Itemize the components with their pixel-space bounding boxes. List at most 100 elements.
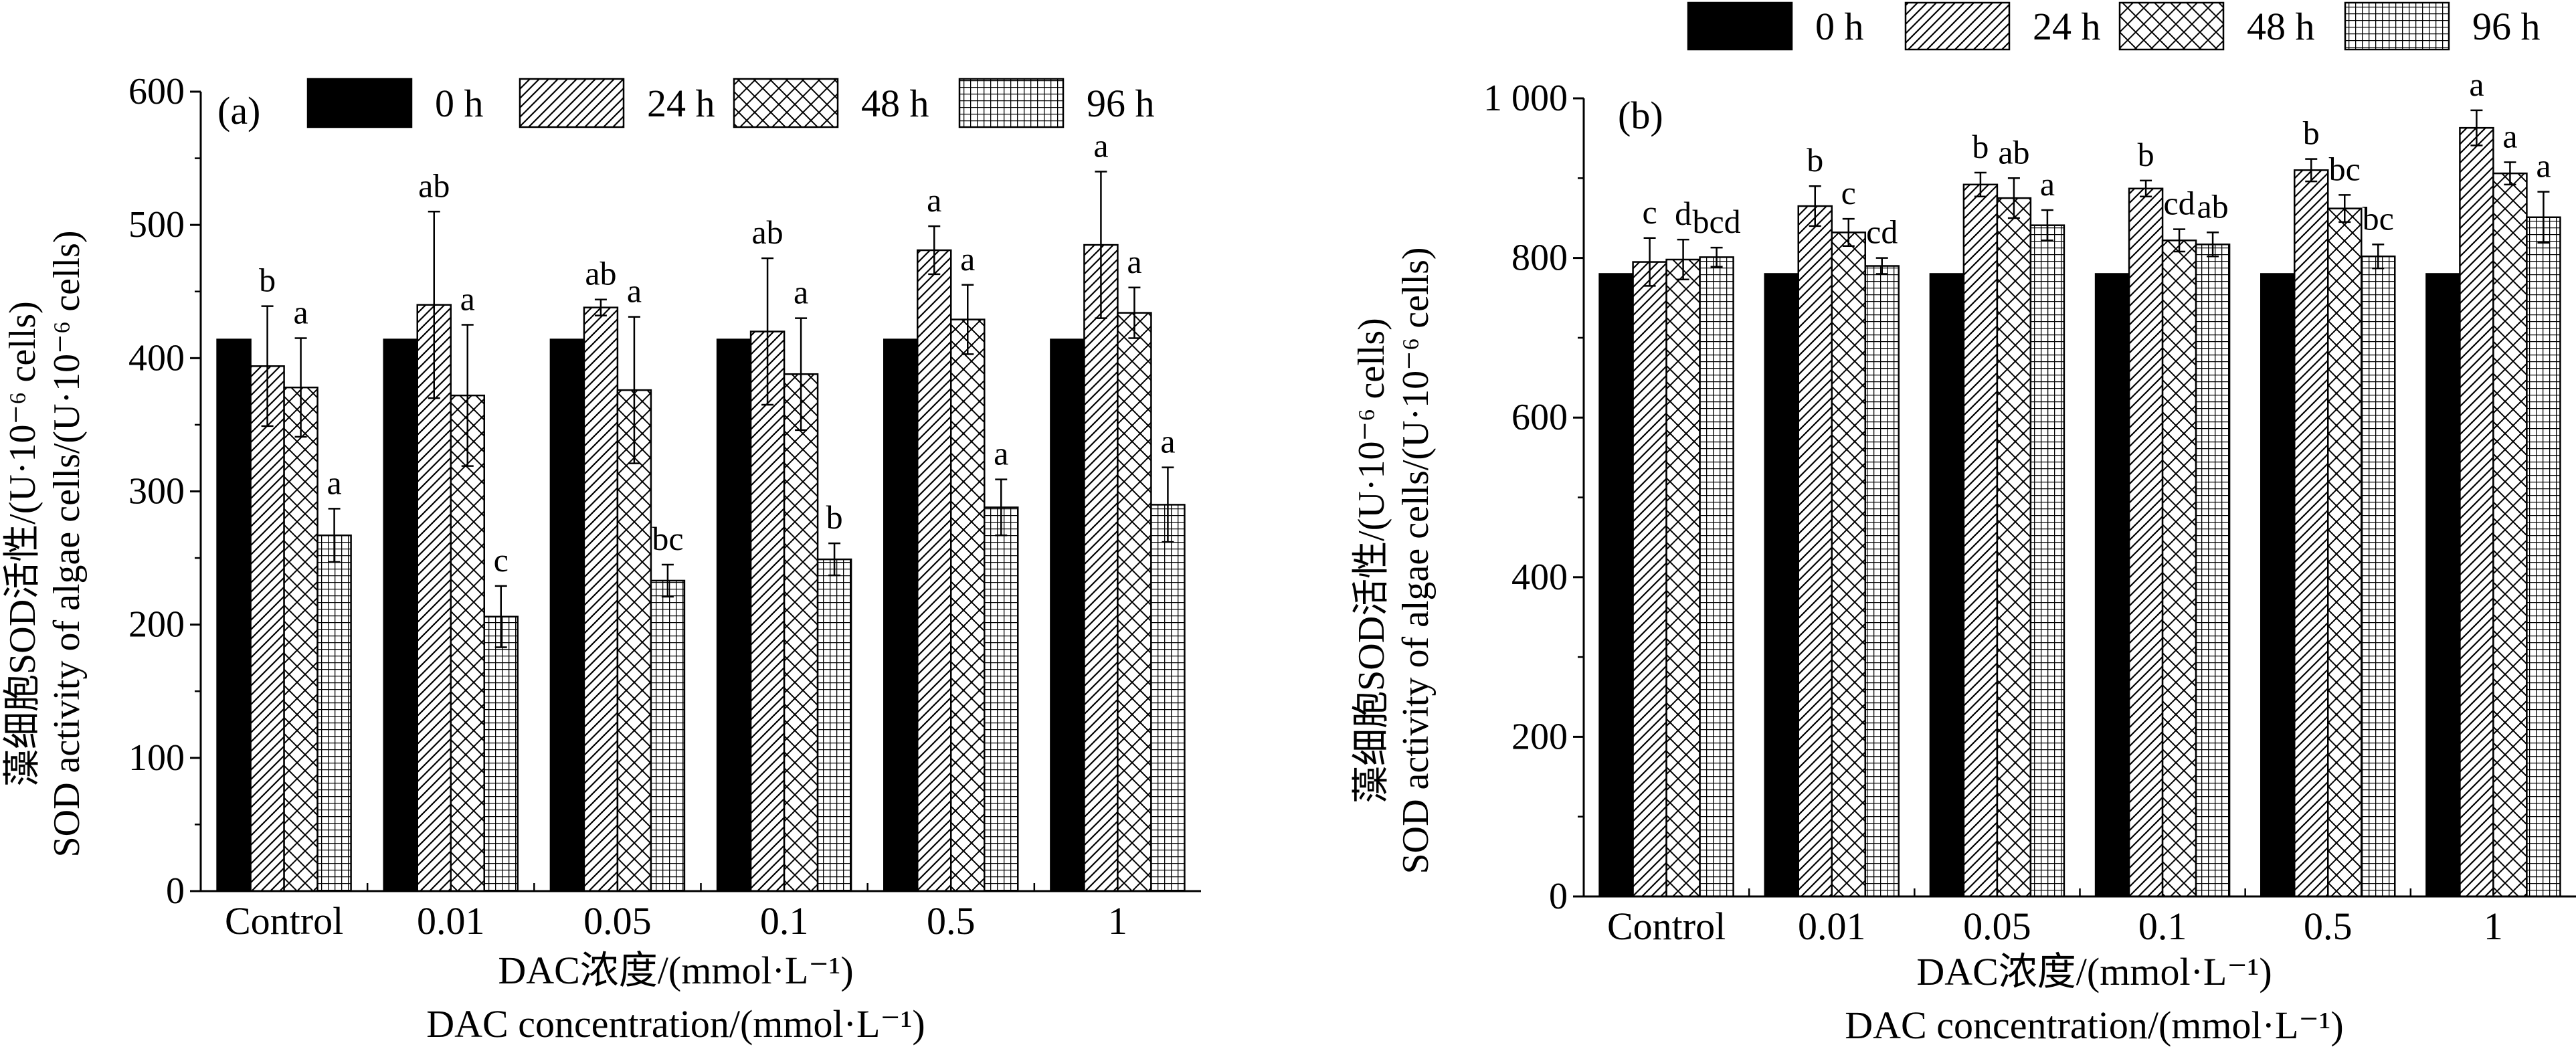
bar-96h-0 xyxy=(316,534,352,892)
significance-letter: a xyxy=(794,274,808,311)
y-tick-label: 800 xyxy=(1511,237,1568,279)
ticks-group: 0 200 400 600 800 1 000 Control 0.01 0.05 0.1 0.5 1 xyxy=(1483,78,2503,948)
error-bar xyxy=(428,211,440,399)
bar-24h-5 xyxy=(1083,244,1119,892)
error-bar xyxy=(2338,194,2351,223)
error-bar xyxy=(995,478,1008,537)
bar-0h-4 xyxy=(883,339,919,892)
y-tick-label: 600 xyxy=(128,71,185,112)
x-tick-label: Control xyxy=(1607,904,1726,948)
y-tick-label: 400 xyxy=(128,337,185,379)
significance-letter: c xyxy=(494,541,509,579)
bar-0h-5 xyxy=(2425,273,2461,898)
legend-swatch xyxy=(958,78,1065,128)
error-bar xyxy=(661,563,674,598)
bar-96h-0 xyxy=(1699,256,1734,898)
bars-group xyxy=(216,244,1186,892)
significance-letter: b xyxy=(1807,141,1823,179)
error-bar xyxy=(461,324,474,467)
error-bar xyxy=(1128,286,1141,339)
x-tick-label: 0.01 xyxy=(1798,904,1866,948)
bar-96h-5 xyxy=(2526,216,2561,898)
legend-label: 96 h xyxy=(2472,5,2541,48)
bar-96h-2 xyxy=(650,579,686,892)
bar-48h-2 xyxy=(616,389,652,892)
significance-letter: b xyxy=(259,262,276,299)
error-bar xyxy=(2504,161,2516,186)
significance-letter: ab xyxy=(751,213,783,251)
bar-96h-3 xyxy=(2195,244,2231,898)
legend-swatch xyxy=(2118,1,2225,51)
bar-24h-0 xyxy=(250,365,285,892)
legend-label: 24 h xyxy=(2033,5,2101,48)
error-bar xyxy=(761,257,774,406)
bar-0h-1 xyxy=(1764,273,1799,898)
legend-label: 48 h xyxy=(861,82,929,125)
bar-0h-2 xyxy=(1929,273,1965,898)
x-tick-label: 1 xyxy=(2484,904,2503,948)
significance-letter: a xyxy=(1127,243,1141,280)
bar-48h-4 xyxy=(950,318,986,892)
legend: 0 h 24 h 48 h 96 h xyxy=(1687,1,2541,51)
bar-48h-3 xyxy=(783,373,819,892)
y-tick-label: 1 000 xyxy=(1483,78,1568,119)
error-bar xyxy=(2537,191,2550,244)
error-bar xyxy=(828,542,841,577)
legend-label: 96 h xyxy=(1087,82,1155,125)
x-tick-label: 0.05 xyxy=(1963,904,2031,948)
x-tick-label: 0.1 xyxy=(2138,904,2187,948)
bar-24h-0 xyxy=(1632,261,1667,898)
bar-0h-4 xyxy=(2260,273,2296,898)
y-tick-label: 0 xyxy=(1549,876,1568,917)
significance-letter: ab xyxy=(1998,133,2029,171)
legend-label: 24 h xyxy=(647,82,715,125)
legend-swatch xyxy=(306,78,413,128)
bar-0h-0 xyxy=(216,339,252,892)
bar-48h-1 xyxy=(450,394,485,892)
bar-24h-2 xyxy=(1962,183,1999,898)
significance-letter: cd xyxy=(1866,213,1898,251)
error-bar xyxy=(328,508,341,563)
bar-24h-4 xyxy=(917,249,952,892)
significance-letter: bcd xyxy=(1692,203,1740,240)
bar-48h-5 xyxy=(2492,172,2528,898)
x-tick-label: 0.5 xyxy=(927,899,976,943)
bar-0h-2 xyxy=(549,339,585,892)
significance-letter: a xyxy=(2502,117,2517,155)
significance-letter: ab xyxy=(2197,187,2228,225)
significance-letter: ab xyxy=(418,167,450,204)
y-tick-label: 600 xyxy=(1511,397,1568,438)
significance-letter: ab xyxy=(585,255,616,292)
bar-48h-4 xyxy=(2327,207,2363,898)
legend-swatch xyxy=(1687,1,1793,51)
y-axis-label-cn: 藻细胞SOD活性/(U·10⁻⁶ cells) xyxy=(1351,318,1392,803)
error-bar xyxy=(628,316,640,464)
error-bar xyxy=(494,585,507,648)
legend-label: 0 h xyxy=(1815,5,1864,48)
legend-swatch xyxy=(733,78,839,128)
bars-group xyxy=(1598,126,2561,898)
error-bar xyxy=(1875,257,1888,275)
significance-letter: a xyxy=(960,240,975,278)
x-tick-label: 0.5 xyxy=(2304,904,2353,948)
bar-0h-3 xyxy=(716,339,752,892)
significance-letter: bc xyxy=(2329,150,2361,187)
x-tick-label: 0.05 xyxy=(583,899,652,943)
y-tick-label: 400 xyxy=(1511,557,1568,598)
error-bar xyxy=(1095,171,1107,319)
error-bar xyxy=(594,298,607,316)
error-bar xyxy=(2207,231,2219,258)
ticks-group: 0 100 200 300 400 500 600 Control 0.01 0.05 0.1 0.5… xyxy=(128,71,1127,943)
significance-letter: a xyxy=(2469,66,2484,103)
bar-96h-4 xyxy=(984,506,1019,892)
error-bar xyxy=(2007,177,2020,219)
y-tick-label: 500 xyxy=(128,204,185,246)
error-bar xyxy=(2305,158,2318,183)
error-bar xyxy=(928,225,941,276)
y-tick-label: 200 xyxy=(128,604,185,646)
bar-24h-1 xyxy=(416,304,452,892)
bar-0h-5 xyxy=(1050,339,1085,892)
bar-96h-4 xyxy=(2361,255,2396,898)
